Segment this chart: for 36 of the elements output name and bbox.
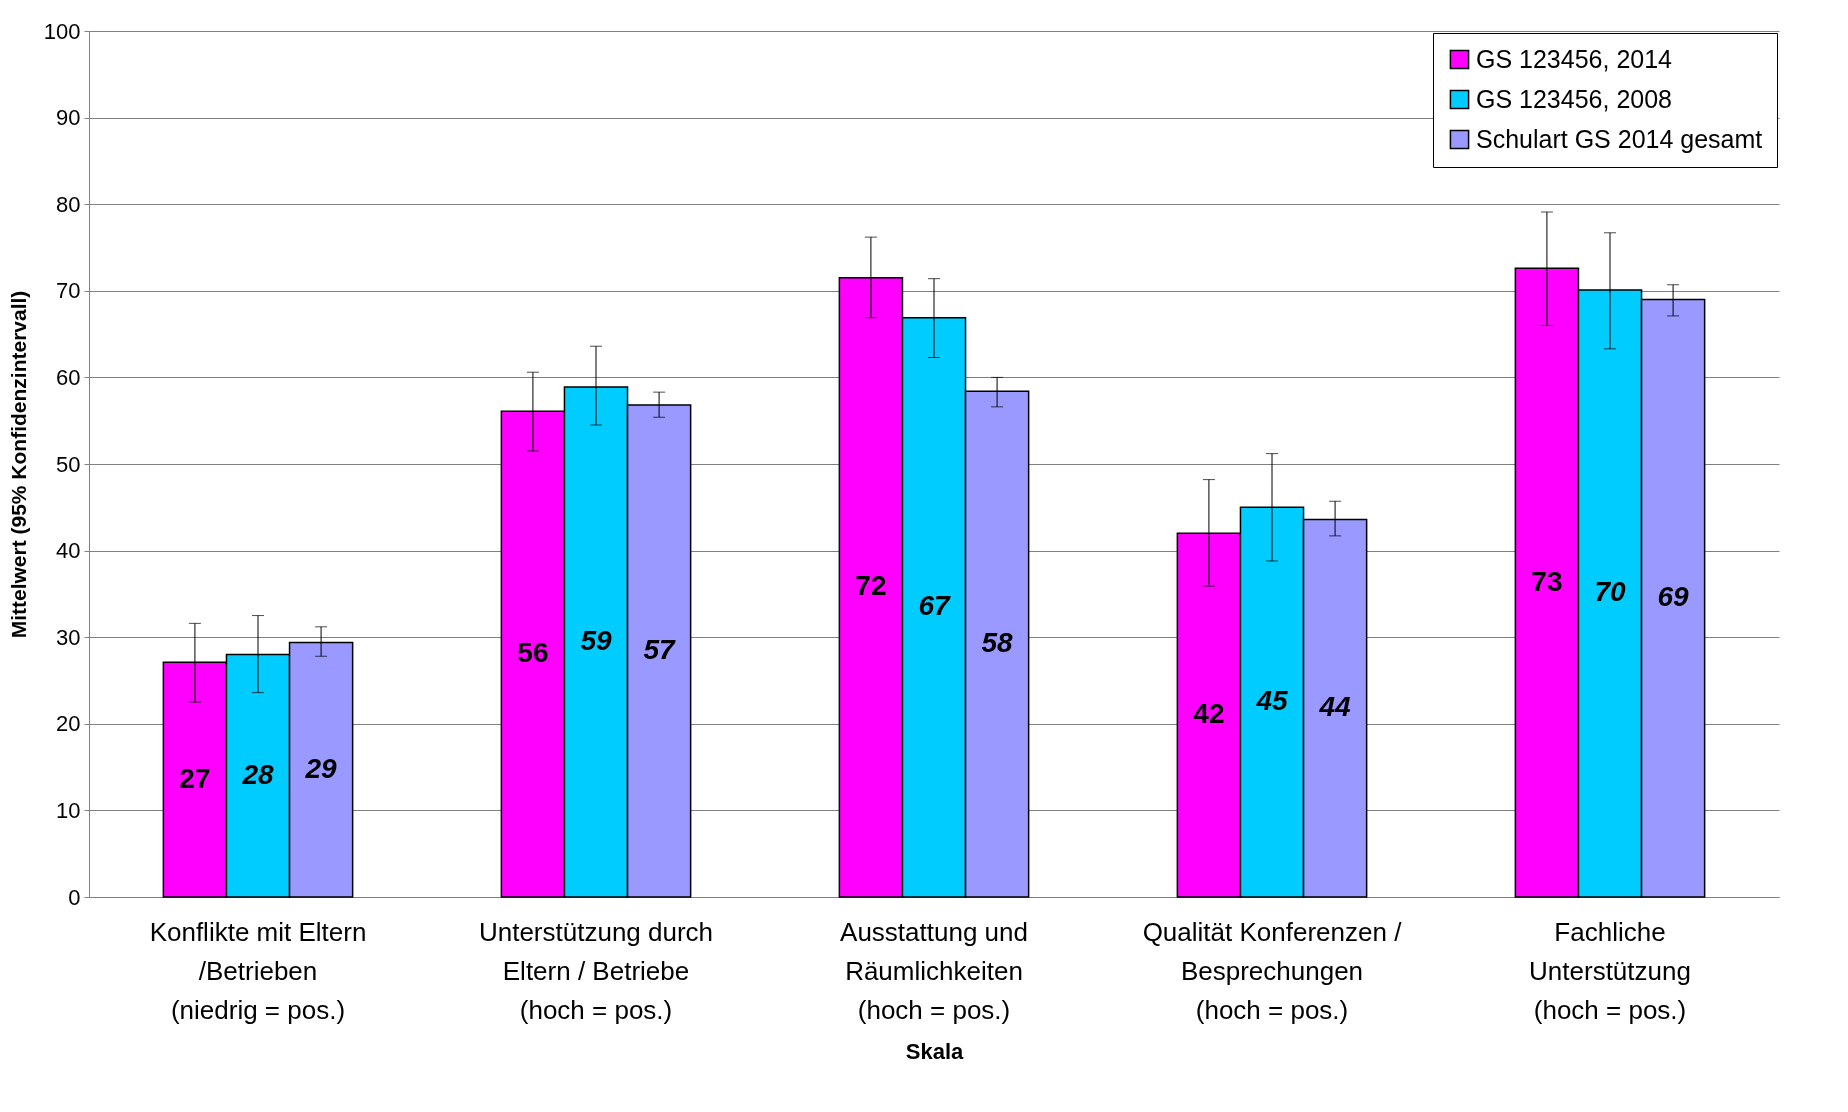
legend-label: Schulart GS 2014 gesamt: [1476, 124, 1763, 153]
y-tick-label: 20: [56, 711, 81, 737]
data-label: 57: [643, 634, 677, 666]
x-axis-title: Skala: [905, 1038, 965, 1064]
x-tick-label: Konflikte mit Eltern /Betrieben (niedrig = pos.): [149, 916, 367, 1025]
y-tick-label: 80: [56, 191, 81, 217]
legend-label: GS 123456, 2008: [1476, 84, 1672, 113]
data-label: 69: [1657, 581, 1690, 613]
data-label: 70: [1594, 576, 1626, 608]
data-label: 56: [517, 637, 549, 669]
data-label: 44: [1318, 691, 1352, 723]
x-tick-label: Qualität Konferenzen / Besprechungen (hoch = pos.): [1142, 916, 1403, 1025]
legend-label: GS 123456, 2014: [1476, 44, 1673, 73]
y-tick-label: 90: [56, 105, 81, 131]
x-tick-label: Unterstützung durch Eltern / Betriebe (hoch = pos.): [478, 916, 714, 1025]
data-label: 73: [1531, 565, 1563, 597]
y-tick-label: 50: [56, 451, 81, 477]
y-tick-label: 70: [56, 278, 81, 304]
data-label: 29: [304, 752, 338, 784]
data-label: 42: [1193, 698, 1225, 730]
y-tick-label: 40: [56, 538, 81, 564]
y-tick-label: 30: [56, 624, 81, 650]
y-tick-label: 60: [56, 364, 81, 390]
x-tick-label: Fachliche Unterstützung (hoch = pos.): [1529, 916, 1691, 1025]
data-label: 72: [855, 570, 887, 602]
x-tick-label: Ausstattung und Räumlichkeiten (hoch = pos.): [840, 916, 1028, 1025]
y-tick-label: 0: [68, 884, 81, 910]
y-axis-title: Mittelwert (95% Konfidenzintervall): [6, 290, 30, 639]
data-label: 28: [241, 758, 274, 790]
data-label: 58: [981, 627, 1014, 659]
data-label: 67: [918, 590, 951, 622]
y-tick-label: 10: [56, 797, 81, 823]
data-label: 27: [179, 762, 211, 794]
data-label: 45: [1255, 685, 1288, 717]
data-label: 59: [580, 624, 612, 656]
y-tick-label: 100: [43, 18, 81, 44]
